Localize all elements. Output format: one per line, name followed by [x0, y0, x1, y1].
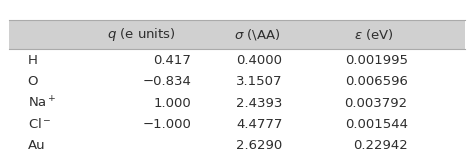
Text: −0.834: −0.834 — [143, 75, 191, 88]
Text: 3.1507: 3.1507 — [236, 75, 283, 88]
Text: $\epsilon$ (eV): $\epsilon$ (eV) — [354, 27, 393, 42]
Text: O: O — [27, 75, 38, 88]
Text: Cl$^-$: Cl$^-$ — [27, 117, 51, 132]
Text: 2.6290: 2.6290 — [236, 140, 283, 151]
Text: $q$ (e units): $q$ (e units) — [107, 26, 176, 43]
Text: $\sigma$ (\AA): $\sigma$ (\AA) — [234, 27, 281, 42]
Text: 0.001544: 0.001544 — [345, 118, 408, 131]
Text: 0.006596: 0.006596 — [345, 75, 408, 88]
Text: −1.000: −1.000 — [143, 118, 191, 131]
Text: 0.4000: 0.4000 — [237, 54, 283, 67]
Text: 0.003792: 0.003792 — [345, 96, 408, 109]
Text: 4.4777: 4.4777 — [236, 118, 283, 131]
Text: 0.22942: 0.22942 — [353, 140, 408, 151]
Text: 0.001995: 0.001995 — [345, 54, 408, 67]
Text: 1.000: 1.000 — [154, 96, 191, 109]
Text: 2.4393: 2.4393 — [236, 96, 283, 109]
Text: H: H — [27, 54, 37, 67]
Text: 0.417: 0.417 — [154, 54, 191, 67]
Text: Au: Au — [27, 140, 46, 151]
Text: Na$^+$: Na$^+$ — [27, 95, 56, 111]
